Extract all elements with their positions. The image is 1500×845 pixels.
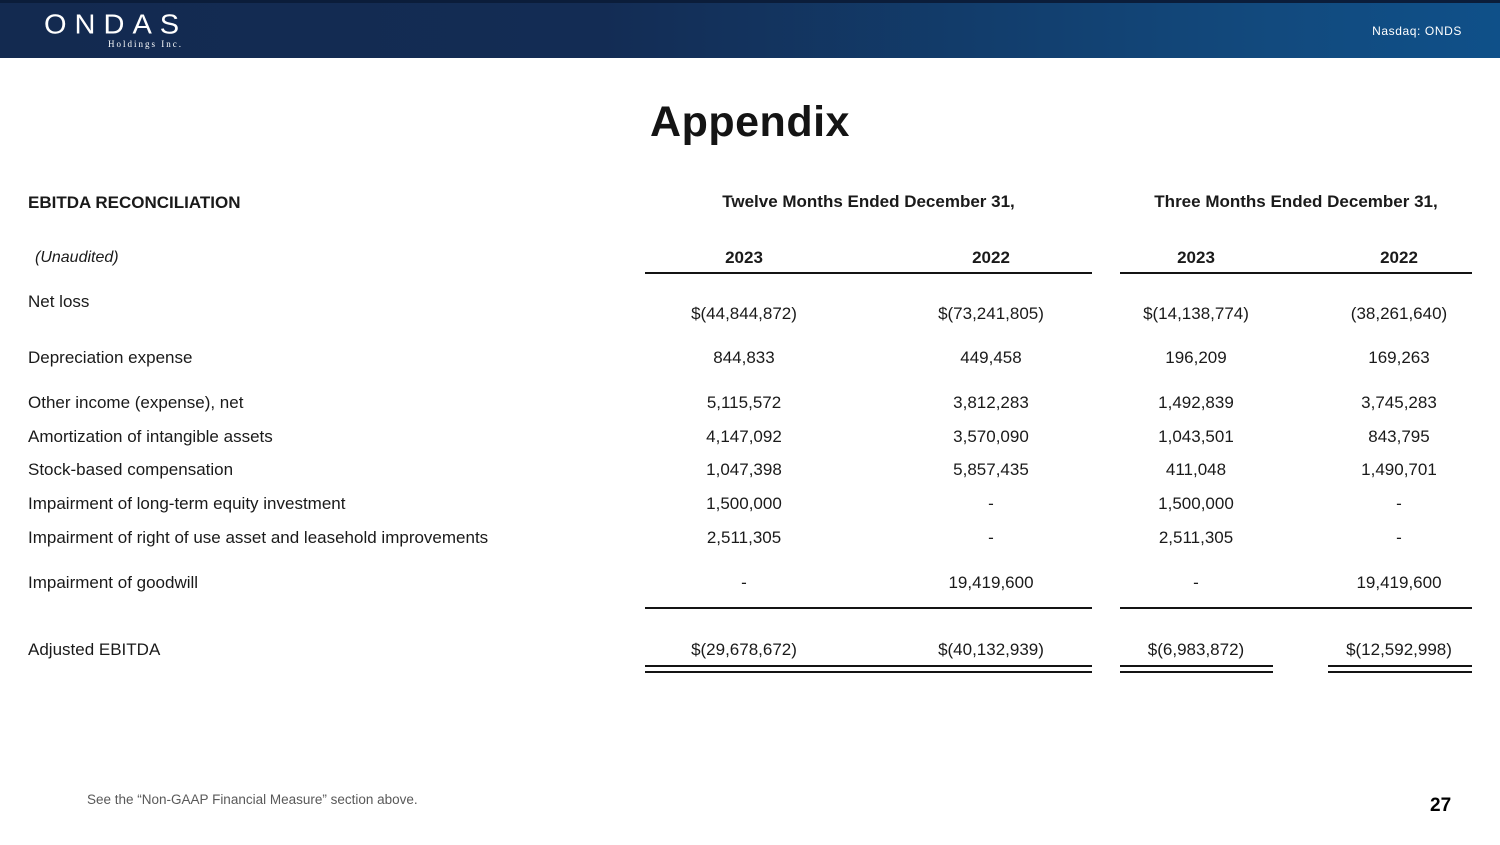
table-title: EBITDA RECONCILIATION <box>28 193 241 212</box>
cell-value: 169,263 <box>1368 348 1430 367</box>
year-header: 2022 <box>1380 248 1418 267</box>
total-double-rule <box>1120 665 1273 673</box>
row-label: Impairment of right of use asset and lea… <box>28 528 489 547</box>
cell-value: $(14,138,774) <box>1143 304 1249 323</box>
table-row: Impairment of goodwill - 19,419,600 - 19… <box>0 573 1500 597</box>
table-row: Depreciation expense 844,833 449,458 196… <box>0 348 1500 372</box>
cell-value: $(44,844,872) <box>691 304 797 323</box>
table-row: Amortization of intangible assets 4,147,… <box>0 427 1500 451</box>
cell-value: 3,812,283 <box>953 393 1029 412</box>
cell-value: 4,147,092 <box>706 427 782 446</box>
page-number: 27 <box>1430 795 1452 816</box>
cell-value: - <box>988 528 994 547</box>
year-header: 2023 <box>1177 248 1215 267</box>
table-row: Net loss $(44,844,872) $(73,241,805) $(1… <box>0 292 1500 323</box>
cell-value: 19,419,600 <box>1356 573 1442 592</box>
cell-value: - <box>1396 528 1402 547</box>
cell-value: 1,500,000 <box>706 494 782 513</box>
cell-value: (38,261,640) <box>1350 304 1448 323</box>
cell-value: - <box>741 573 747 592</box>
cell-value: $(29,678,672) <box>691 640 797 659</box>
cell-value: 449,458 <box>960 348 1022 367</box>
cell-value: 3,570,090 <box>953 427 1029 446</box>
table-row: Stock-based compensation 1,047,398 5,857… <box>0 460 1500 484</box>
logo-wordmark: ONDAS <box>44 9 188 41</box>
cell-value: 1,500,000 <box>1158 494 1234 513</box>
table-subtitle: (Unaudited) <box>35 249 119 266</box>
row-label: Amortization of intangible assets <box>28 427 273 446</box>
header-rule <box>1120 272 1472 274</box>
company-logo: ONDAS Holdings Inc. <box>44 9 187 49</box>
cell-value: $(12,592,998) <box>1346 640 1452 659</box>
header-rule <box>645 272 1092 274</box>
table-row: Impairment of right of use asset and lea… <box>0 528 1500 552</box>
cell-value: - <box>1193 573 1199 592</box>
row-label: Other income (expense), net <box>28 393 244 412</box>
cell-value: 2,511,305 <box>1158 528 1234 547</box>
year-header: 2023 <box>725 248 763 267</box>
cell-value: 1,492,839 <box>1158 393 1234 412</box>
cell-value: - <box>988 494 994 513</box>
cell-value: 2,511,305 <box>706 528 782 547</box>
cell-value: $(40,132,939) <box>938 640 1044 659</box>
cell-value: $(73,241,805) <box>938 304 1044 323</box>
cell-value: 844,833 <box>713 348 775 367</box>
row-label: Impairment of goodwill <box>28 573 199 592</box>
cell-value: 5,857,435 <box>953 460 1029 479</box>
footnote: See the “Non-GAAP Financial Measure” sec… <box>87 792 418 807</box>
logo-subtitle: Holdings Inc. <box>108 39 183 49</box>
cell-value: 3,745,283 <box>1361 393 1437 412</box>
year-header: 2022 <box>972 248 1010 267</box>
column-group-three-months: Three Months Ended December 31, <box>1154 192 1438 211</box>
cell-value: 19,419,600 <box>948 573 1034 592</box>
row-label: Net loss <box>28 292 90 311</box>
row-label: Adjusted EBITDA <box>28 640 161 659</box>
cell-value: 1,490,701 <box>1361 460 1437 479</box>
cell-value: 843,795 <box>1368 427 1430 446</box>
cell-value: 1,047,398 <box>706 460 782 479</box>
table-row: Other income (expense), net 5,115,572 3,… <box>0 393 1500 417</box>
cell-value: - <box>1396 494 1402 513</box>
cell-value: 411,048 <box>1165 460 1227 479</box>
stock-ticker: Nasdaq: ONDS <box>1372 24 1462 38</box>
column-group-twelve-months: Twelve Months Ended December 31, <box>722 192 1015 211</box>
table-row-adjusted-ebitda: Adjusted EBITDA $(29,678,672) $(40,132,9… <box>0 640 1500 664</box>
page-title: Appendix <box>650 98 850 146</box>
top-header-bar: ONDAS Holdings Inc. Nasdaq: ONDS <box>0 0 1500 58</box>
table-row: Impairment of long-term equity investmen… <box>0 494 1500 518</box>
row-label: Impairment of long-term equity investmen… <box>28 494 346 513</box>
total-double-rule <box>1328 665 1472 673</box>
row-label: Depreciation expense <box>28 348 193 367</box>
row-label: Stock-based compensation <box>28 460 234 479</box>
cell-value: 5,115,572 <box>706 393 782 412</box>
cell-value: 196,209 <box>1165 348 1227 367</box>
cell-value: $(6,983,872) <box>1147 640 1245 659</box>
subtotal-rule <box>645 607 1092 609</box>
total-double-rule <box>645 665 1092 673</box>
subtotal-rule <box>1120 607 1472 609</box>
cell-value: 1,043,501 <box>1158 427 1234 446</box>
